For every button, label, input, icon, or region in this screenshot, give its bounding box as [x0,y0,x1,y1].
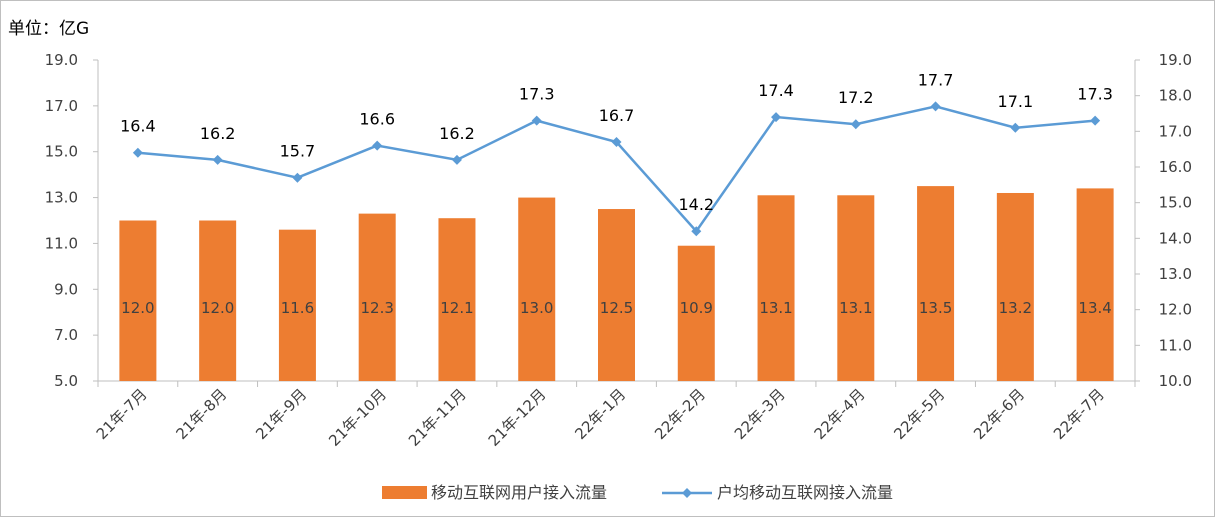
bar-value-label: 13.5 [919,299,952,317]
x-category-label: 22年-2月 [651,385,709,443]
bar [1076,188,1114,381]
bar [199,220,237,381]
right-tick-label: 12.0 [1159,301,1192,319]
x-category-label: 22年-1月 [571,385,629,443]
x-category-label: 22年-4月 [811,385,869,443]
bar [598,209,635,381]
line-value-label: 16.4 [120,117,156,136]
line-point [850,119,861,130]
bar-value-label: 12.0 [121,299,154,317]
x-category-label: 21年-8月 [172,385,230,443]
bar [677,245,715,381]
right-tick-label: 19.0 [1159,51,1192,69]
bar [996,192,1034,381]
right-tick-label: 16.0 [1159,158,1192,176]
bar [917,186,955,381]
legend-label-bar: 移动互联网用户接入流量 [431,483,607,502]
x-category-label: 22年-7月 [1050,385,1108,443]
bar [358,213,396,381]
legend-swatch-bar [382,486,427,499]
line-value-label: 16.7 [599,106,635,125]
right-tick-label: 11.0 [1159,336,1192,354]
line-value-label: 17.3 [1077,85,1113,104]
left-tick-label: 9.0 [54,280,78,298]
left-tick-label: 11.0 [45,234,78,252]
bar-value-label: 13.1 [839,299,872,317]
line-series: 16.4 16.2 15.7 16.6 16.2 17.3 16.7 14.2 17.4 17.2… [120,70,1113,237]
left-tick-label: 17.0 [45,97,78,115]
line-point [1010,122,1021,133]
bar [518,197,556,381]
line-value-label: 14.2 [678,195,714,214]
line-point [292,172,303,183]
bar-value-label: 13.4 [1078,299,1111,317]
legend: 移动互联网用户接入流量 户均移动互联网接入流量 [382,483,893,502]
bar [438,218,476,381]
line-point [1090,115,1101,126]
line-value-label: 16.2 [439,124,475,143]
line-value-label: 17.2 [838,88,874,107]
line-value-label: 16.2 [200,124,236,143]
bar-value-label: 13.1 [759,299,792,317]
right-tick-label: 14.0 [1159,229,1192,247]
line-value-label: 15.7 [280,142,316,161]
left-tick-label: 7.0 [54,326,78,344]
line-point [531,115,542,126]
line-point [451,154,462,165]
line-value-label: 17.1 [998,92,1034,111]
x-category-label: 22年-6月 [970,385,1028,443]
x-category-label: 21年-12月 [485,385,550,450]
right-tick-label: 17.0 [1159,122,1192,140]
line-value-label: 17.7 [918,70,954,89]
line-point [212,154,223,165]
line-value-label: 17.4 [758,81,794,100]
x-category-label: 21年-11月 [405,385,470,450]
legend-label-line: 户均移动互联网接入流量 [717,483,893,502]
bar-value-label: 12.1 [440,299,473,317]
line-point [372,140,383,151]
right-tick-label: 13.0 [1159,265,1192,283]
bar-value-label: 12.0 [201,299,234,317]
left-tick-label: 15.0 [45,143,78,161]
bar-value-label: 13.2 [999,299,1032,317]
line-point [132,147,143,158]
left-tick-label: 13.0 [45,189,78,207]
x-category-label: 21年-9月 [252,385,310,443]
bar-series: 12.0 12.0 11.6 12.3 12.1 13.0 12.5 10.9 13.1 13.1… [119,186,1114,381]
bar-value-label: 12.5 [600,299,633,317]
bar-value-label: 13.0 [520,299,553,317]
right-tick-label: 18.0 [1159,87,1192,105]
line-point [771,112,782,123]
x-category-label: 22年-3月 [731,385,789,443]
bar [119,220,157,381]
x-category-label: 21年-7月 [93,385,151,443]
left-tick-label: 5.0 [54,372,78,390]
line-value-label: 16.6 [359,110,395,129]
unit-label: 单位：亿G [8,19,90,39]
line-point [930,101,941,112]
bar-value-label: 10.9 [680,299,713,317]
bar [837,195,875,381]
legend-marker-line [682,488,692,498]
line-value-label: 17.3 [519,85,555,104]
line-point [691,226,702,237]
x-category-label: 21年-10月 [325,385,390,450]
left-tick-label: 19.0 [45,51,78,69]
bar [278,229,316,381]
bar [757,195,795,381]
x-category-label: 22年-5月 [890,385,948,443]
bar-value-label: 11.6 [281,299,314,317]
bar-value-label: 12.3 [360,299,393,317]
line-point [611,137,622,148]
right-tick-label: 10.0 [1159,372,1192,390]
right-tick-label: 15.0 [1159,194,1192,212]
